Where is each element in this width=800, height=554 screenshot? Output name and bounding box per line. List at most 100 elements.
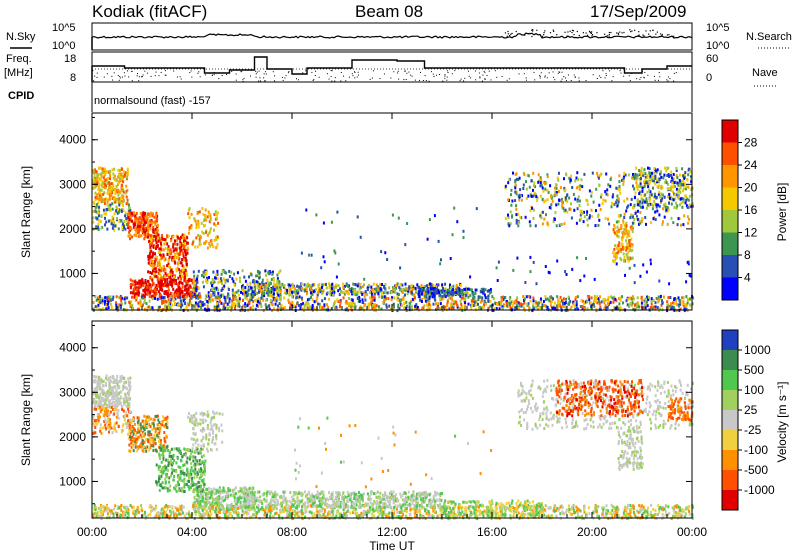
power-cell [618, 187, 621, 191]
power-cell [166, 277, 169, 281]
power-cell [275, 299, 278, 303]
power-cell [617, 306, 620, 310]
power-cell [188, 225, 191, 229]
power-cell [618, 241, 621, 245]
power-cell [239, 279, 241, 283]
power-cell [93, 175, 96, 179]
power-cell [559, 186, 562, 190]
power-cell [606, 188, 609, 192]
power-cell [425, 292, 428, 296]
nave-dot [560, 80, 562, 82]
nave-dot [255, 70, 257, 72]
power-cell [504, 186, 507, 190]
power-cell [165, 305, 168, 308]
power-cell [666, 304, 669, 308]
nave-dot [414, 79, 416, 81]
power-cell [569, 180, 572, 184]
power-cell [170, 273, 172, 277]
power-cell [202, 285, 205, 289]
power-cell [680, 182, 683, 186]
power-cell [449, 296, 452, 300]
velocity-cell [96, 389, 99, 393]
power-cell [516, 256, 519, 260]
power-cell [483, 293, 486, 297]
power-cell [276, 296, 278, 300]
velocity-cell [129, 385, 132, 389]
power-cell [261, 292, 263, 296]
power-cell [576, 207, 579, 211]
power-cell [576, 295, 579, 299]
power-cell [633, 177, 636, 181]
power-cell [187, 292, 190, 296]
nave-dot [629, 80, 631, 82]
power-cell [403, 288, 406, 292]
nave-dot [179, 76, 181, 78]
velocity-cell [113, 397, 115, 400]
nsearch-dot [549, 32, 552, 34]
power-cell [585, 198, 588, 202]
nave-dot [558, 71, 560, 73]
power-cell [159, 242, 162, 245]
power-cell [220, 279, 223, 283]
power-cell [181, 258, 184, 261]
power-cell [570, 174, 573, 178]
power-cells [92, 166, 694, 313]
power-cell [215, 273, 218, 277]
power-cell [642, 199, 645, 203]
power-cell [128, 230, 131, 234]
power-cell [174, 302, 177, 305]
power-cell [640, 193, 643, 197]
nave-dot [242, 80, 244, 82]
power-cell [178, 256, 181, 260]
power-cell [435, 302, 437, 306]
power-cell [195, 277, 198, 281]
power-cell [167, 275, 170, 279]
power-cell [194, 289, 197, 293]
power-cell [126, 173, 129, 177]
power-cell [350, 287, 353, 291]
power-cell [556, 307, 559, 311]
power-cell [182, 299, 185, 303]
velocity-cell [108, 393, 111, 397]
power-cell [603, 301, 606, 305]
power-cell [610, 295, 613, 299]
velocity-cell [101, 404, 104, 408]
velocity-cell [98, 383, 101, 387]
power-cell [599, 208, 602, 211]
power-cell [556, 295, 559, 299]
power-cell [529, 270, 532, 274]
power-cell [578, 218, 581, 222]
power-cell [96, 175, 99, 179]
nsearch-dot [553, 30, 555, 33]
power-cell [155, 235, 158, 239]
power-cell [594, 295, 597, 299]
power-cell [525, 180, 527, 184]
nsearch-dot [630, 31, 632, 33]
velocity-cell [109, 375, 112, 379]
power-cell [679, 190, 682, 194]
power-cell [142, 229, 145, 233]
power-cell [640, 197, 643, 201]
power-cell [530, 179, 533, 183]
velocity-cell [115, 398, 118, 402]
power-cell [689, 170, 692, 174]
power-cell [183, 233, 186, 237]
power-cell [185, 283, 188, 287]
power-cell [199, 296, 202, 300]
power-cell [412, 293, 415, 297]
power-cell [595, 187, 598, 191]
nave-dot [255, 76, 257, 78]
power-cell [101, 200, 104, 203]
power-cell [250, 298, 253, 302]
power-cell [94, 198, 97, 202]
velocity-cell [101, 388, 104, 392]
power-cell [165, 273, 168, 277]
power-cell [328, 285, 331, 289]
power-cell [119, 294, 122, 298]
power-cell [616, 194, 619, 198]
power-cell [101, 297, 104, 301]
power-cell [214, 295, 217, 299]
power-cell [620, 248, 623, 251]
power-cell [540, 177, 543, 181]
velocity-cell [127, 403, 129, 407]
